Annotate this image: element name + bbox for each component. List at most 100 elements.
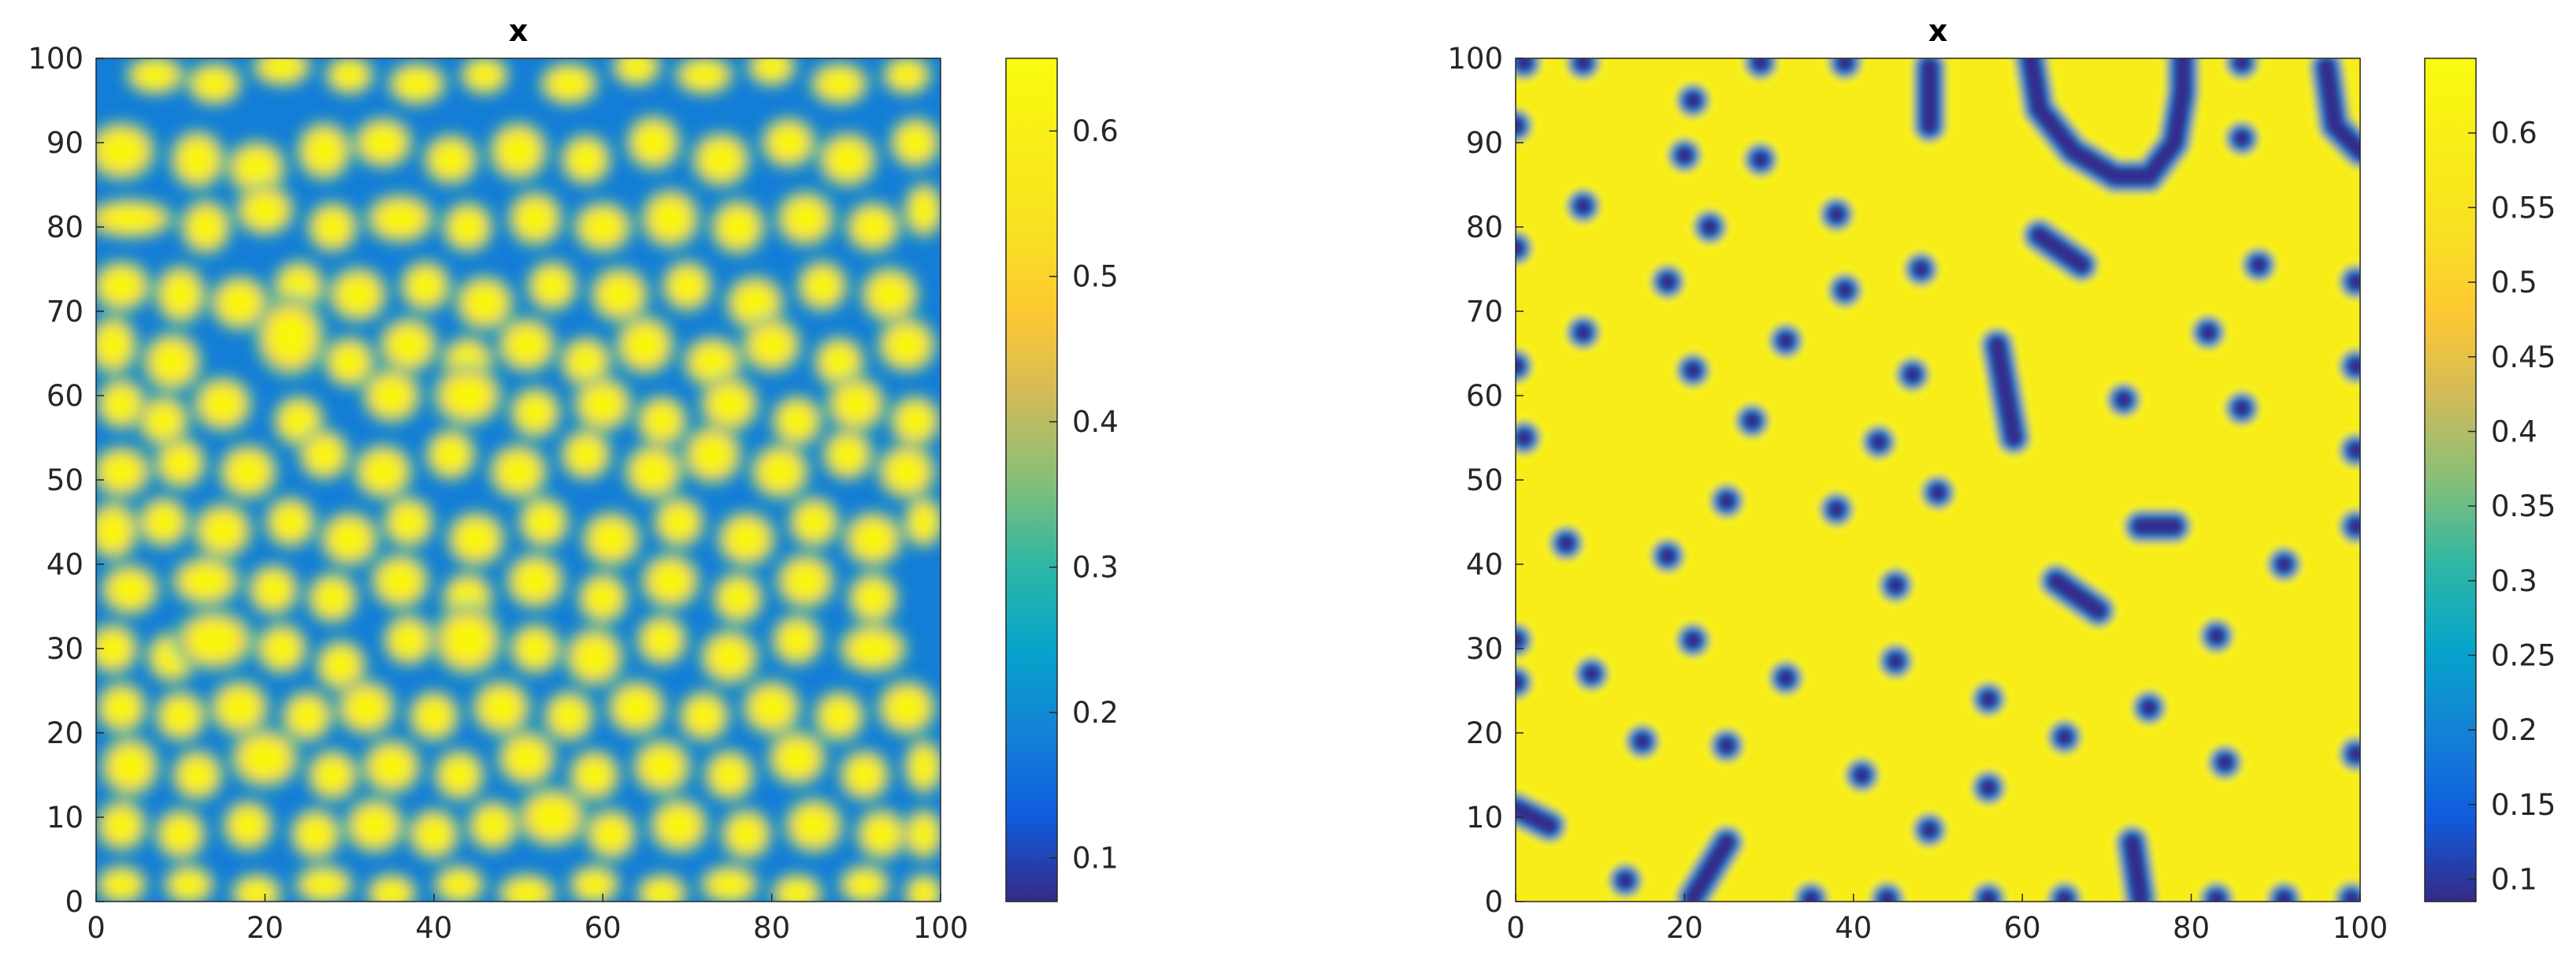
heatmap-spot [824,374,889,434]
heatmap-spot [140,330,204,394]
heatmap-spot [96,197,178,240]
heatmap-spot [96,621,141,676]
y-tick-label: 50 [46,463,84,497]
heatmap-spot [153,688,209,744]
colorbar-gradient-left [1005,58,1058,902]
heatmap-hole [2332,342,2360,390]
heatmap-spot [323,58,377,97]
colorbar-tick-label: 0.55 [2491,191,2556,225]
heatmap-spot [398,258,453,314]
y-tick-label: 10 [46,801,84,835]
heatmap-spot [470,678,533,738]
heatmap-spot [406,806,462,862]
heatmap-spot [305,571,360,626]
heatmap-hole [1813,190,1861,238]
heatmap-hole [1669,76,1717,125]
heatmap-hole [1728,397,1776,445]
colorbar-tick-label: 0.3 [2491,564,2537,598]
heatmap-spot [96,680,149,735]
heatmap-hole [1854,418,1902,466]
y-tick-label: 50 [1466,463,1503,497]
heatmap-hole [2125,683,2173,731]
heatmap-spot [677,688,732,744]
heatmap-spot [634,612,690,668]
x-tick-label: 20 [247,911,284,945]
heatmap-spot [96,313,139,377]
heatmap-hole [1643,258,1691,306]
colorbar-tick-label: 0.1 [2491,863,2537,897]
y-tick-label: 80 [1466,210,1503,244]
heatmap-hole [1872,638,1920,686]
heatmap-plot-area-left [96,58,941,902]
colorbar-ticks-right: 0.1 0.15 0.2 0.25 0.3 0.35 0.4 0.45 0.5 0.55 0.6 [2468,117,2556,897]
heatmap-spot [874,678,939,738]
heatmap-spot [343,796,406,856]
heatmap-hole [2332,730,2360,778]
heatmap-hole [1703,722,1750,770]
x-tick-label: 100 [913,911,969,945]
heatmap-spot [841,509,905,569]
heatmap-spot [854,806,909,862]
heatmap-hole [2040,875,2088,902]
heatmap-spot [740,315,804,375]
heatmap-spot [98,734,162,798]
heatmap-spot [96,444,154,500]
y-tick-label: 70 [46,295,84,329]
colorbar-ticks-left: 0.1 0.2 0.3 0.4 0.5 0.6 [1049,114,1119,876]
heatmap-spot [604,678,669,738]
heatmap-spot [228,726,303,790]
heatmap-hole [1821,58,1869,87]
y-tick-label: 30 [1466,632,1503,666]
heatmap-spot [495,315,559,375]
colorbar-tick-label: 0.6 [2491,117,2537,151]
heatmap-spot [216,441,280,501]
heatmap-spot [507,621,563,676]
colorbar-tick-label: 0.4 [2491,415,2537,448]
heatmap-spot [541,688,597,744]
heatmap-spot [525,258,580,314]
colorbar-right: 0.1 0.15 0.2 0.25 0.3 0.35 0.4 0.45 0.5 0.55 0.6 [2424,58,2556,902]
heatmap-panel-right: x 0 20 40 60 80 100 0 10 20 30 40 50 60 70 80 90 100 0.… [1447,13,2556,945]
heatmap-spot [96,863,149,902]
y-tick-label: 10 [1466,801,1503,835]
heatmap-spot [123,58,187,97]
heatmap-hole [1618,717,1666,765]
x-tick-label: 80 [753,911,790,945]
heatmap-spot [558,427,614,482]
heatmap-spot [96,376,149,432]
colorbar-tick-label: 0.45 [2491,340,2556,374]
y-tick-label: 100 [28,42,84,76]
heatmap-hole [1965,675,2013,723]
heatmap-spot [430,363,505,428]
heatmap-spot [759,115,818,170]
heatmap-stripe [2108,819,2165,902]
heatmap-spot [444,509,508,569]
heatmap-spot [579,509,644,569]
y-tick-label: 0 [65,885,84,919]
heatmap-spot [432,863,487,902]
heatmap-hole [2184,308,2233,356]
heatmap-spot [769,393,825,448]
heatmap-spot [769,872,825,902]
heatmap-spot [191,374,254,434]
heatmap-spot [458,58,511,97]
heatmap-spot [610,58,663,88]
heatmap-stripe [1516,785,1573,850]
heatmap-spot [516,494,571,550]
heatmap-spot [321,334,377,389]
heatmap-spot [537,60,601,107]
heatmap-spot [228,872,284,902]
heatmap-spot [233,182,297,238]
heatmap-hole [2332,502,2360,550]
heatmap-spot [740,678,804,738]
heatmap-spot [697,627,762,687]
y-tick-label: 80 [46,210,84,244]
heatmap-spot [250,58,314,88]
heatmap-plot-area-right [1516,58,2360,902]
y-tick-label: 90 [1466,126,1503,160]
heatmap-spot [874,441,939,501]
heatmap-loop [2006,58,2207,200]
heatmap-spot [697,863,762,902]
chart-title-right: x [1928,13,1948,48]
